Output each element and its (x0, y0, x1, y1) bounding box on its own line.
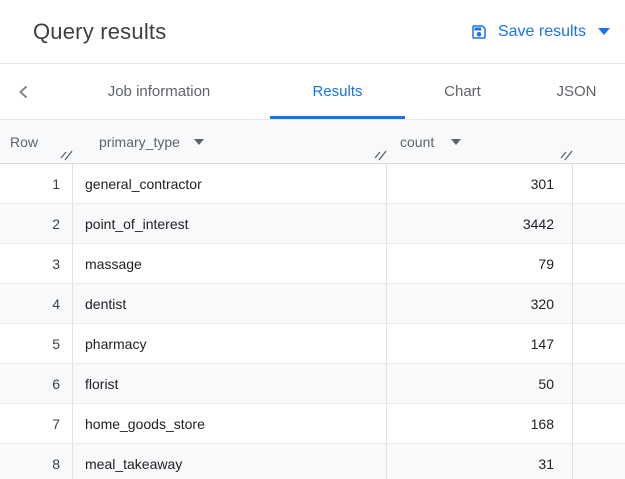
table-row: 2 point_of_interest 3442 (0, 204, 625, 244)
spacer-cell (573, 164, 625, 203)
column-header-spacer (573, 120, 625, 163)
column-header-count-label: count (400, 133, 435, 150)
column-resize-handle-icon[interactable] (372, 145, 390, 161)
save-results-button[interactable]: Save results (470, 23, 610, 41)
table-row: 7 home_goods_store 168 (0, 404, 625, 444)
spacer-cell (573, 364, 625, 403)
row-number-cell: 8 (0, 444, 73, 479)
caret-down-icon (598, 28, 610, 35)
table-row: 1 general_contractor 301 (0, 164, 625, 204)
column-header-row-label: Row (10, 133, 39, 150)
query-results-header: Query results Save results (0, 0, 625, 64)
table-row: 8 meal_takeaway 31 (0, 444, 625, 479)
row-number-cell: 3 (0, 244, 73, 283)
table-header-row: Row primary_type count (0, 120, 625, 164)
column-resize-handle-icon[interactable] (558, 145, 576, 161)
spacer-cell (573, 324, 625, 363)
spacer-cell (573, 244, 625, 283)
tabs-scroll-left-button[interactable] (0, 64, 48, 119)
column-header-primary-type: primary_type (73, 120, 387, 163)
row-number-cell: 6 (0, 364, 73, 403)
row-number-cell: 2 (0, 204, 73, 243)
primary-type-cell: florist (73, 364, 387, 403)
count-cell: 79 (387, 244, 573, 283)
count-cell: 320 (387, 284, 573, 323)
spacer-cell (573, 284, 625, 323)
column-resize-handle-icon[interactable] (58, 145, 76, 161)
count-cell: 31 (387, 444, 573, 479)
results-table: Row primary_type count 1 general_contrac… (0, 120, 625, 479)
primary-type-cell: general_contractor (73, 164, 387, 203)
count-cell: 147 (387, 324, 573, 363)
tab-results[interactable]: Results (270, 64, 405, 119)
results-tab-bar: Job information Results Chart JSON (0, 64, 625, 120)
table-row: 3 massage 79 (0, 244, 625, 284)
column-header-primary-type-label: primary_type (99, 133, 180, 150)
table-body: 1 general_contractor 301 2 point_of_inte… (0, 164, 625, 479)
primary-type-cell: dentist (73, 284, 387, 323)
column-header-row: Row (0, 120, 73, 163)
table-row: 5 pharmacy 147 (0, 324, 625, 364)
row-number-cell: 1 (0, 164, 73, 203)
count-cell: 50 (387, 364, 573, 403)
count-cell: 301 (387, 164, 573, 203)
tab-chart[interactable]: Chart (444, 83, 481, 100)
row-number-cell: 5 (0, 324, 73, 363)
count-cell: 168 (387, 404, 573, 443)
spacer-cell (573, 404, 625, 443)
row-number-cell: 7 (0, 404, 73, 443)
row-number-cell: 4 (0, 284, 73, 323)
tab-job-information[interactable]: Job information (107, 83, 211, 100)
chevron-left-icon (19, 85, 28, 98)
table-row: 4 dentist 320 (0, 284, 625, 324)
save-icon (470, 23, 488, 41)
primary-type-cell: meal_takeaway (73, 444, 387, 479)
primary-type-cell: pharmacy (73, 324, 387, 363)
page-title: Query results (33, 18, 167, 44)
tab-json[interactable]: JSON (556, 83, 597, 100)
count-cell: 3442 (387, 204, 573, 243)
primary-type-cell: point_of_interest (73, 204, 387, 243)
primary-type-cell: massage (73, 244, 387, 283)
spacer-cell (573, 204, 625, 243)
save-results-label: Save results (497, 22, 586, 40)
sort-caret-icon[interactable] (193, 138, 204, 145)
sort-caret-icon[interactable] (451, 138, 462, 145)
column-header-count: count (387, 120, 573, 163)
primary-type-cell: home_goods_store (73, 404, 387, 443)
table-row: 6 florist 50 (0, 364, 625, 404)
spacer-cell (573, 444, 625, 479)
